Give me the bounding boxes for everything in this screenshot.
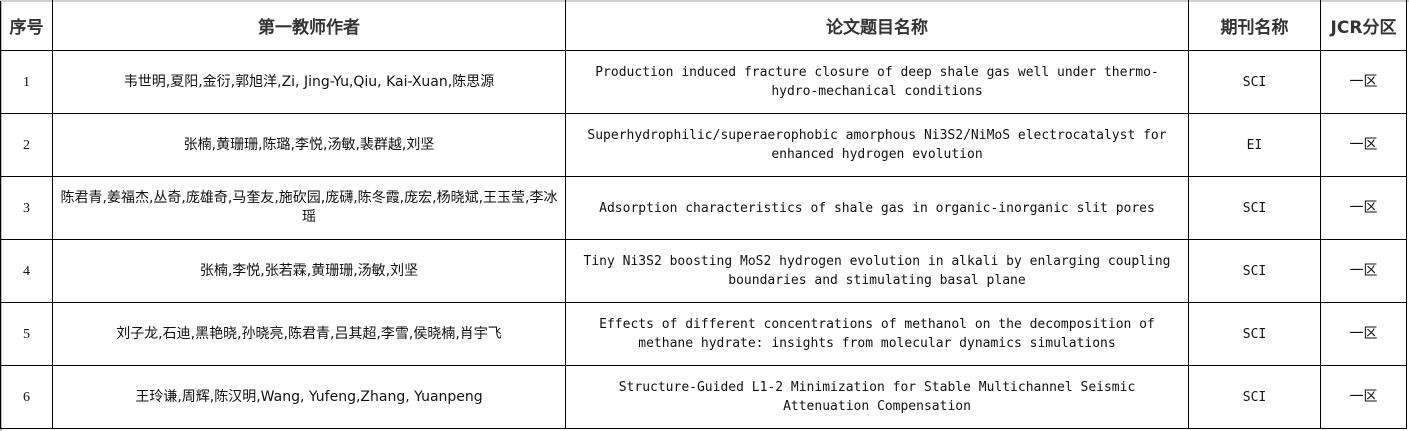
- cell-index[interactable]: 3: [0, 176, 53, 240]
- cell-journal[interactable]: SCI: [1188, 302, 1321, 366]
- header-jcr: JCR分区: [1320, 0, 1407, 51]
- cell-jcr[interactable]: 一区: [1320, 302, 1407, 366]
- header-title: 论文题目名称: [565, 0, 1189, 51]
- cell-jcr[interactable]: 一区: [1320, 113, 1407, 177]
- table-row: 3 陈君青,姜福杰,丛奇,庞雄奇,马奎友,施砍园,庞礴,陈冬霞,庞宏,杨晓斌,王玉…: [0, 176, 1407, 240]
- header-index: 序号: [0, 0, 53, 51]
- cell-title[interactable]: Adsorption characteristics of shale gas …: [565, 176, 1189, 240]
- header-authors: 第一教师作者: [52, 0, 566, 51]
- cell-journal[interactable]: EI: [1188, 113, 1321, 177]
- cell-authors[interactable]: 陈君青,姜福杰,丛奇,庞雄奇,马奎友,施砍园,庞礴,陈冬霞,庞宏,杨晓斌,王玉莹…: [52, 176, 566, 240]
- cell-jcr[interactable]: 一区: [1320, 239, 1407, 303]
- table-row: 4 张楠,李悦,张若霖,黄珊珊,汤敏,刘坚 Tiny Ni3S2 boosting …: [0, 239, 1407, 303]
- cell-jcr[interactable]: 一区: [1320, 176, 1407, 240]
- cell-title[interactable]: Superhydrophilic/superaerophobic amorpho…: [565, 113, 1189, 177]
- cell-index[interactable]: 2: [0, 113, 53, 177]
- cell-journal[interactable]: SCI: [1188, 176, 1321, 240]
- table-row: 6 王玲谦,周辉,陈汉明,Wang, Yufeng,Zhang, Yuanpeng…: [0, 365, 1407, 429]
- cell-journal[interactable]: SCI: [1188, 365, 1321, 429]
- cell-jcr[interactable]: 一区: [1320, 365, 1407, 429]
- cell-authors[interactable]: 张楠,黄珊珊,陈璐,李悦,汤敏,裴群越,刘坚: [52, 113, 566, 177]
- cell-authors[interactable]: 刘子龙,石迪,黑艳晓,孙晓亮,陈君青,吕其超,李雪,侯晓楠,肖宇飞: [52, 302, 566, 366]
- cell-jcr[interactable]: 一区: [1320, 50, 1407, 114]
- cell-index[interactable]: 5: [0, 302, 53, 366]
- table-row: 5 刘子龙,石迪,黑艳晓,孙晓亮,陈君青,吕其超,李雪,侯晓楠,肖宇飞 Effect…: [0, 302, 1407, 366]
- header-journal: 期刊名称: [1188, 0, 1321, 51]
- cell-authors[interactable]: 韦世明,夏阳,金衍,郭旭洋,Zi, Jing-Yu,Qiu, Kai-Xuan,…: [52, 50, 566, 114]
- cell-journal[interactable]: SCI: [1188, 239, 1321, 303]
- cell-journal[interactable]: SCI: [1188, 50, 1321, 114]
- cell-title[interactable]: Production induced fracture closure of d…: [565, 50, 1189, 114]
- cell-authors[interactable]: 张楠,李悦,张若霖,黄珊珊,汤敏,刘坚: [52, 239, 566, 303]
- cell-index[interactable]: 6: [0, 365, 53, 429]
- header-row: 序号 第一教师作者 论文题目名称 期刊名称 JCR分区: [0, 0, 1407, 51]
- cell-title[interactable]: Effects of different concentrations of m…: [565, 302, 1189, 366]
- cell-index[interactable]: 4: [0, 239, 53, 303]
- cell-authors[interactable]: 王玲谦,周辉,陈汉明,Wang, Yufeng,Zhang, Yuanpeng: [52, 365, 566, 429]
- cell-index[interactable]: 1: [0, 50, 53, 114]
- cell-title[interactable]: Structure-Guided L1-2 Minimization for S…: [565, 365, 1189, 429]
- cell-title[interactable]: Tiny Ni3S2 boosting MoS2 hydrogen evolut…: [565, 239, 1189, 303]
- table-row: 1 韦世明,夏阳,金衍,郭旭洋,Zi, Jing-Yu,Qiu, Kai-Xuan…: [0, 50, 1407, 114]
- table-row: 2 张楠,黄珊珊,陈璐,李悦,汤敏,裴群越,刘坚 Superhydrophilic/…: [0, 113, 1407, 177]
